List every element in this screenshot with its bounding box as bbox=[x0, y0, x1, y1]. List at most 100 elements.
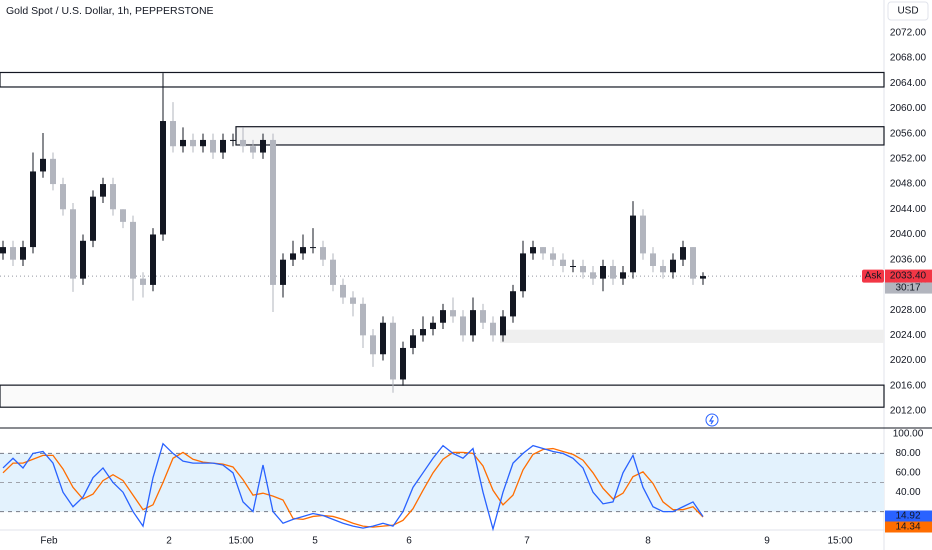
candle-body bbox=[380, 322, 386, 355]
candle-body bbox=[610, 266, 616, 279]
candle-body bbox=[190, 139, 196, 147]
candle-body bbox=[470, 310, 476, 336]
candle-body bbox=[490, 322, 496, 336]
candle-body bbox=[390, 322, 396, 380]
y-tick-label: 2072.00 bbox=[890, 27, 927, 38]
candle-body bbox=[550, 253, 556, 260]
y-tick-label: 2020.00 bbox=[890, 355, 927, 366]
candle-body bbox=[270, 139, 276, 285]
candle-body bbox=[590, 272, 596, 279]
candle-body bbox=[180, 139, 186, 147]
candle-body bbox=[700, 276, 706, 279]
candle-body bbox=[250, 146, 256, 153]
candle-body bbox=[230, 139, 236, 141]
candle-body bbox=[140, 278, 146, 285]
stoch-line bbox=[2, 447, 704, 528]
price-side-label: Ask bbox=[865, 271, 883, 282]
candle-body bbox=[660, 266, 666, 273]
y-tick-label: 2012.00 bbox=[890, 406, 927, 417]
last-value-label: 14.92 bbox=[895, 511, 920, 522]
last-value-box bbox=[885, 521, 932, 533]
candle-body bbox=[290, 253, 296, 260]
candle-body bbox=[30, 171, 36, 248]
candle-body bbox=[340, 284, 346, 298]
lightning-icon[interactable] bbox=[705, 413, 719, 427]
y-tick-label: 100.00 bbox=[893, 429, 924, 440]
candle-body bbox=[510, 291, 516, 317]
x-tick-label: Feb bbox=[40, 536, 58, 547]
candle-body bbox=[630, 215, 636, 273]
price-side-box bbox=[862, 269, 884, 283]
candle-body bbox=[120, 209, 126, 222]
y-tick-label: 2016.00 bbox=[890, 380, 927, 391]
candle-body bbox=[520, 253, 526, 292]
candle-body bbox=[170, 121, 176, 147]
candle-body bbox=[620, 272, 626, 279]
y-tick-label: 2068.00 bbox=[890, 53, 927, 64]
candle-body bbox=[560, 259, 566, 267]
y-tick-label: 2024.00 bbox=[890, 330, 927, 341]
candle-body bbox=[70, 209, 76, 279]
candle-body bbox=[260, 139, 266, 153]
y-tick-label: 2048.00 bbox=[890, 179, 927, 190]
candle-body bbox=[220, 139, 226, 153]
candle-body bbox=[160, 121, 166, 235]
last-value-box bbox=[885, 510, 932, 522]
x-tick-label: 9 bbox=[764, 536, 770, 547]
candle-body bbox=[530, 247, 536, 254]
candle-body bbox=[580, 266, 586, 273]
candle-body bbox=[310, 247, 316, 249]
candle-body bbox=[10, 247, 16, 260]
x-tick-label: 8 bbox=[645, 536, 651, 547]
candle-body bbox=[150, 234, 156, 285]
candle-body bbox=[440, 310, 446, 323]
zone bbox=[0, 384, 885, 408]
candle-body bbox=[540, 247, 546, 254]
candle-body bbox=[240, 139, 246, 147]
x-tick-label: 15:00 bbox=[228, 536, 253, 547]
candle-body bbox=[20, 247, 26, 260]
candle-body bbox=[200, 139, 206, 147]
zone bbox=[500, 329, 884, 343]
candle-body bbox=[320, 247, 326, 260]
candle-body bbox=[640, 215, 646, 254]
chart-title: Gold Spot / U.S. Dollar, 1h, PEPPERSTONE bbox=[6, 5, 214, 17]
currency-label[interactable]: USD bbox=[897, 6, 918, 17]
y-tick-label: 2052.00 bbox=[890, 153, 927, 164]
candle-body bbox=[130, 221, 136, 279]
candle-body bbox=[430, 322, 436, 330]
y-tick-label: 2056.00 bbox=[890, 128, 927, 139]
plot-layer bbox=[0, 71, 885, 532]
candle-body bbox=[410, 335, 416, 348]
stoch-line bbox=[2, 442, 704, 532]
y-tick-label: 2060.00 bbox=[890, 103, 927, 114]
candle-body bbox=[100, 184, 106, 197]
x-tick-label: 2 bbox=[166, 536, 172, 547]
candle-body bbox=[330, 259, 336, 285]
countdown-box bbox=[885, 282, 932, 294]
candle-body bbox=[280, 259, 286, 285]
y-tick-label: 2028.00 bbox=[890, 305, 927, 316]
zone bbox=[0, 71, 885, 88]
candle-body bbox=[460, 316, 466, 336]
zone bbox=[235, 126, 885, 146]
last-price-label: 2033.40 bbox=[890, 271, 927, 282]
candle-body bbox=[670, 259, 676, 273]
candle-body bbox=[600, 266, 606, 279]
candle-body bbox=[370, 335, 376, 355]
last-value-label: 14.34 bbox=[895, 522, 920, 533]
candle-body bbox=[40, 158, 46, 172]
candle-body bbox=[110, 184, 116, 210]
candle-body bbox=[450, 310, 456, 317]
candle-body bbox=[420, 329, 426, 336]
candle-body bbox=[350, 297, 356, 304]
y-tick-label: 40.00 bbox=[895, 487, 920, 498]
y-tick-label: 80.00 bbox=[895, 448, 920, 459]
x-tick-label: 15:00 bbox=[827, 536, 852, 547]
y-tick-label: 2036.00 bbox=[890, 254, 927, 265]
candle-body bbox=[680, 247, 686, 260]
candle-body bbox=[690, 247, 696, 279]
currency-button[interactable] bbox=[887, 1, 929, 21]
